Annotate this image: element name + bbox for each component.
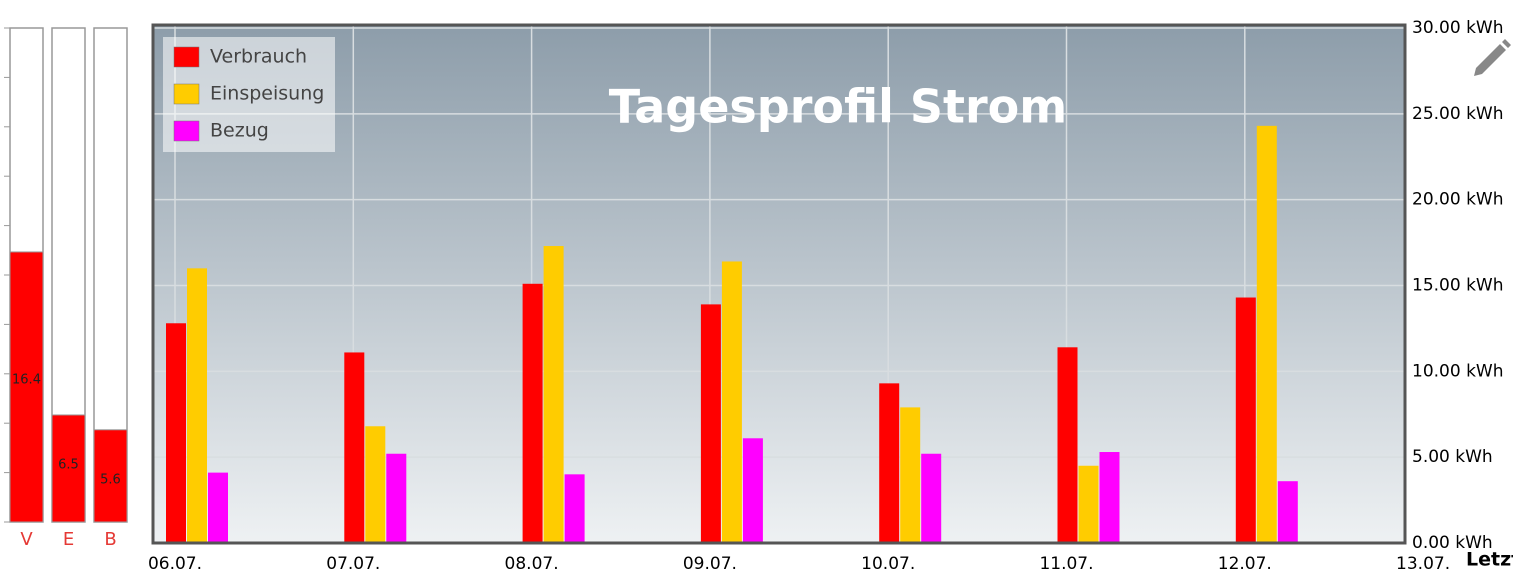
gauge-label: V	[20, 529, 33, 550]
bar	[700, 304, 721, 543]
bars	[166, 125, 1298, 543]
legend-label: Bezug	[210, 120, 269, 142]
gauge-bar	[9, 251, 44, 523]
gauge-bar	[93, 429, 128, 523]
bar	[522, 283, 543, 543]
bar	[900, 407, 921, 543]
y-tick-label: 0.00 kWh	[1412, 533, 1493, 553]
x-tick-label: 07.07.	[326, 554, 380, 574]
gauge-value: 6.5	[58, 457, 79, 472]
bar	[543, 246, 564, 543]
gauge-bar	[51, 414, 86, 523]
bar	[1057, 347, 1078, 543]
bar	[187, 268, 207, 543]
y-tick-label: 5.00 kWh	[1412, 447, 1493, 467]
bar	[721, 261, 742, 543]
y-tick-label: 10.00 kWh	[1412, 361, 1504, 381]
bar	[208, 472, 228, 543]
legend-swatch	[173, 83, 200, 105]
gauge-label: B	[104, 529, 116, 550]
bar	[1277, 481, 1298, 543]
gauge-label: E	[63, 529, 74, 550]
x-tick-label: 09.07.	[683, 554, 737, 574]
chart-title: Tagesprofil Strom	[609, 80, 1067, 134]
gauge-value: 5.6	[100, 472, 121, 487]
legend-swatch	[173, 120, 200, 142]
legend: Verbrauch Einspeisung Bezug	[173, 46, 324, 142]
y-tick-label: 15.00 kWh	[1412, 276, 1504, 296]
x-tick-label: 06.07.	[148, 554, 202, 574]
axes: 0.00 kWh 5.00 kWh 10.00 kWh 15.00 kWh 20.00 …	[148, 18, 1504, 574]
bar	[921, 453, 942, 543]
bar	[166, 323, 186, 543]
edit-icon[interactable]	[1474, 39, 1511, 76]
x-tick-label: 11.07.	[1039, 554, 1093, 574]
x-tick-label: 12.07.	[1218, 554, 1272, 574]
y-tick-label: 20.00 kWh	[1412, 190, 1504, 210]
legend-swatch	[173, 46, 200, 68]
gauge-value: 16.4	[12, 372, 41, 387]
bar	[365, 426, 386, 543]
legend-label: Verbrauch	[210, 46, 307, 68]
bar	[344, 352, 365, 543]
plot-border	[151, 23, 1407, 545]
bar	[1256, 125, 1277, 543]
y-tick-label: 30.00 kWh	[1412, 18, 1504, 38]
bar	[1099, 452, 1120, 543]
bar	[1078, 465, 1099, 543]
bar	[564, 474, 585, 543]
bar	[742, 438, 763, 543]
gauges: 16.4 V 6.5 E 5.6 B	[4, 27, 128, 550]
x-tick-label: 10.07.	[861, 554, 915, 574]
x-tick-label: 08.07.	[505, 554, 559, 574]
cut-label: Letzt	[1466, 549, 1513, 571]
bar	[386, 453, 407, 543]
bar	[1235, 297, 1256, 543]
x-tick-label: 13.07.	[1396, 554, 1450, 574]
y-tick-label: 25.00 kWh	[1412, 104, 1504, 124]
bar	[879, 383, 900, 543]
legend-label: Einspeisung	[210, 83, 324, 105]
